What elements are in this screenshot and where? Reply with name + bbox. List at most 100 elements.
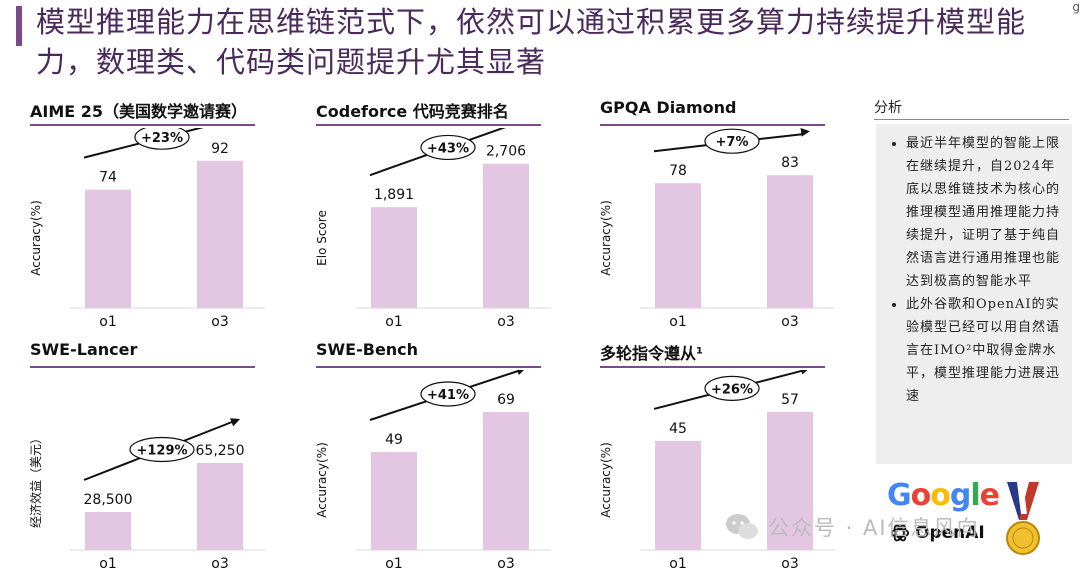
growth-pct-label: +129% [136, 444, 187, 459]
chart-title: SWE-Bench [316, 340, 419, 359]
bar-value-label: 78 [669, 163, 687, 179]
bar-o1 [655, 440, 701, 550]
bar-o3 [767, 175, 813, 308]
growth-annotation: +41% [369, 370, 524, 421]
openai-knot-icon [890, 524, 910, 542]
chart-title-rule [316, 366, 541, 368]
growth-pct-label: +26% [711, 382, 753, 397]
bar-o1 [85, 512, 131, 550]
chart-title-rule [316, 124, 541, 126]
chart-panel-swe-lancer: SWE-Lancer 经济效益（美元） 28,500 o1 65,250 o3 +129% [30, 340, 270, 570]
gold-medal-icon [1006, 482, 1040, 555]
bar-value-label: 28,500 [84, 492, 133, 508]
bar-o3 [197, 160, 243, 308]
analysis-list: 最近半年模型的智能上限在继续提升，自2024年底以思维链技术为核心的推理模型通用… [876, 124, 1072, 408]
bar-o3 [197, 463, 243, 550]
chart-title-rule [30, 366, 255, 368]
x-tick-label: o3 [497, 556, 514, 570]
x-tick-label: o3 [781, 314, 798, 328]
chart-panel-aime: AIME 25（美国数学邀请赛） Accuracy(%) 74 o1 92 o3 +23% [30, 98, 270, 328]
growth-arrow-head [230, 418, 240, 427]
growth-annotation: +26% [653, 370, 808, 410]
growth-pct-label: +43% [427, 141, 469, 156]
chart-title: Codeforce 代码竞赛排名 [316, 102, 509, 121]
x-tick-label: o1 [99, 556, 116, 570]
watermark-text: 公众号 · AI信息风向 [768, 516, 980, 540]
bar-value-label: 49 [385, 432, 403, 448]
y-axis-label: 经济效益（美元） [30, 432, 43, 528]
bar-o1 [371, 207, 417, 308]
y-axis-label: Elo Score [316, 210, 329, 266]
growth-annotation: +23% [83, 128, 204, 159]
growth-arrow-head [801, 370, 808, 375]
analysis-bullet: 此外谷歌和OpenAI的实验模型已经可以用自然语言在IMO²中取得金牌水平，模型… [906, 293, 1062, 408]
growth-pct-label: +23% [141, 131, 183, 146]
bar-value-label: 69 [497, 392, 515, 408]
growth-oval [420, 134, 476, 161]
growth-oval [704, 375, 760, 401]
logos-area: Google OpenAI [885, 478, 1070, 560]
openai-text: OpenAI [915, 523, 985, 543]
chart-title-rule [30, 124, 255, 126]
chart-multi-turn-svg: Accuracy(%) 45 o1 57 o3 +26% [600, 370, 835, 570]
bar-value-label: 83 [781, 155, 799, 171]
bar-value-label: 45 [669, 421, 687, 437]
corner-mark: g [1072, 0, 1080, 14]
bar-o3 [483, 412, 529, 550]
y-axis-label: Accuracy(%) [30, 200, 43, 276]
analysis-title-rule [874, 119, 1069, 120]
chart-title: GPQA Diamond [600, 98, 737, 117]
chart-codeforce-svg: Elo Score 1,891 o1 2,706 o3 +43% [316, 128, 551, 328]
bar-o1 [655, 183, 701, 308]
chart-title: AIME 25（美国数学邀请赛） [30, 102, 248, 121]
x-tick-label: o3 [211, 556, 228, 570]
growth-arrow-head [800, 128, 810, 137]
x-tick-label: o1 [669, 314, 686, 328]
growth-pct-label: +7% [716, 135, 749, 150]
bar-o1 [371, 452, 417, 550]
openai-logo: OpenAI [889, 522, 985, 544]
chart-title-rule [600, 366, 825, 368]
growth-oval [420, 381, 476, 407]
growth-annotation: +43% [369, 128, 506, 177]
y-axis-label: Accuracy(%) [600, 200, 613, 276]
bar-value-label: 74 [99, 170, 117, 186]
y-axis-label: Accuracy(%) [600, 442, 613, 518]
growth-oval [704, 128, 760, 154]
x-tick-label: o1 [385, 556, 402, 570]
x-tick-label: o1 [99, 314, 116, 328]
growth-arrow-head [517, 370, 524, 375]
chart-panel-swe-bench: SWE-Bench Accuracy(%) 49 o1 69 o3 +41% [316, 340, 556, 570]
bar-value-label: 65,250 [196, 443, 245, 459]
bar-o1 [85, 189, 131, 308]
analysis-bullet: 最近半年模型的智能上限在继续提升，自2024年底以思维链技术为核心的推理模型通用… [906, 132, 1062, 293]
growth-oval [134, 128, 190, 150]
chart-aime-svg: Accuracy(%) 74 o1 92 o3 +23% [30, 128, 265, 328]
google-logo: Google [887, 478, 1000, 513]
x-tick-label: o3 [211, 314, 228, 328]
chart-title: SWE-Lancer [30, 340, 138, 359]
title-accent-bar [16, 6, 22, 46]
chart-title-rule [600, 124, 825, 126]
chart-title: 多轮指令遵从¹ [600, 344, 704, 363]
growth-annotation: +7% [653, 128, 810, 154]
growth-oval [129, 436, 195, 463]
bar-value-label: 92 [211, 141, 229, 157]
bar-value-label: 57 [781, 392, 799, 408]
bar-value-label: 2,706 [486, 144, 526, 160]
analysis-title: 分析 [874, 100, 902, 116]
chart-panel-codeforce: Codeforce 代码竞赛排名 Elo Score 1,891 o1 2,706 o3… [316, 98, 556, 328]
growth-annotation: +129% [83, 418, 240, 481]
page-title: 模型推理能力在思维链范式下，依然可以通过积累更多算力持续提升模型能力，数理类、代… [36, 5, 1027, 79]
x-tick-label: o1 [385, 314, 402, 328]
analysis-box: 最近半年模型的智能上限在继续提升，自2024年底以思维链技术为核心的推理模型通用… [876, 124, 1072, 464]
wechat-icon [726, 514, 758, 539]
chart-panel-gpqa: GPQA Diamond Accuracy(%) 78 o1 83 o3 +7% [600, 98, 840, 328]
x-tick-label: o3 [781, 556, 798, 570]
chart-swe-bench-svg: Accuracy(%) 49 o1 69 o3 +41% [316, 370, 551, 570]
bar-o3 [483, 163, 529, 308]
growth-pct-label: +41% [427, 388, 469, 403]
bar-value-label: 1,891 [374, 187, 414, 203]
y-axis-label: Accuracy(%) [316, 442, 329, 518]
x-tick-label: o3 [497, 314, 514, 328]
